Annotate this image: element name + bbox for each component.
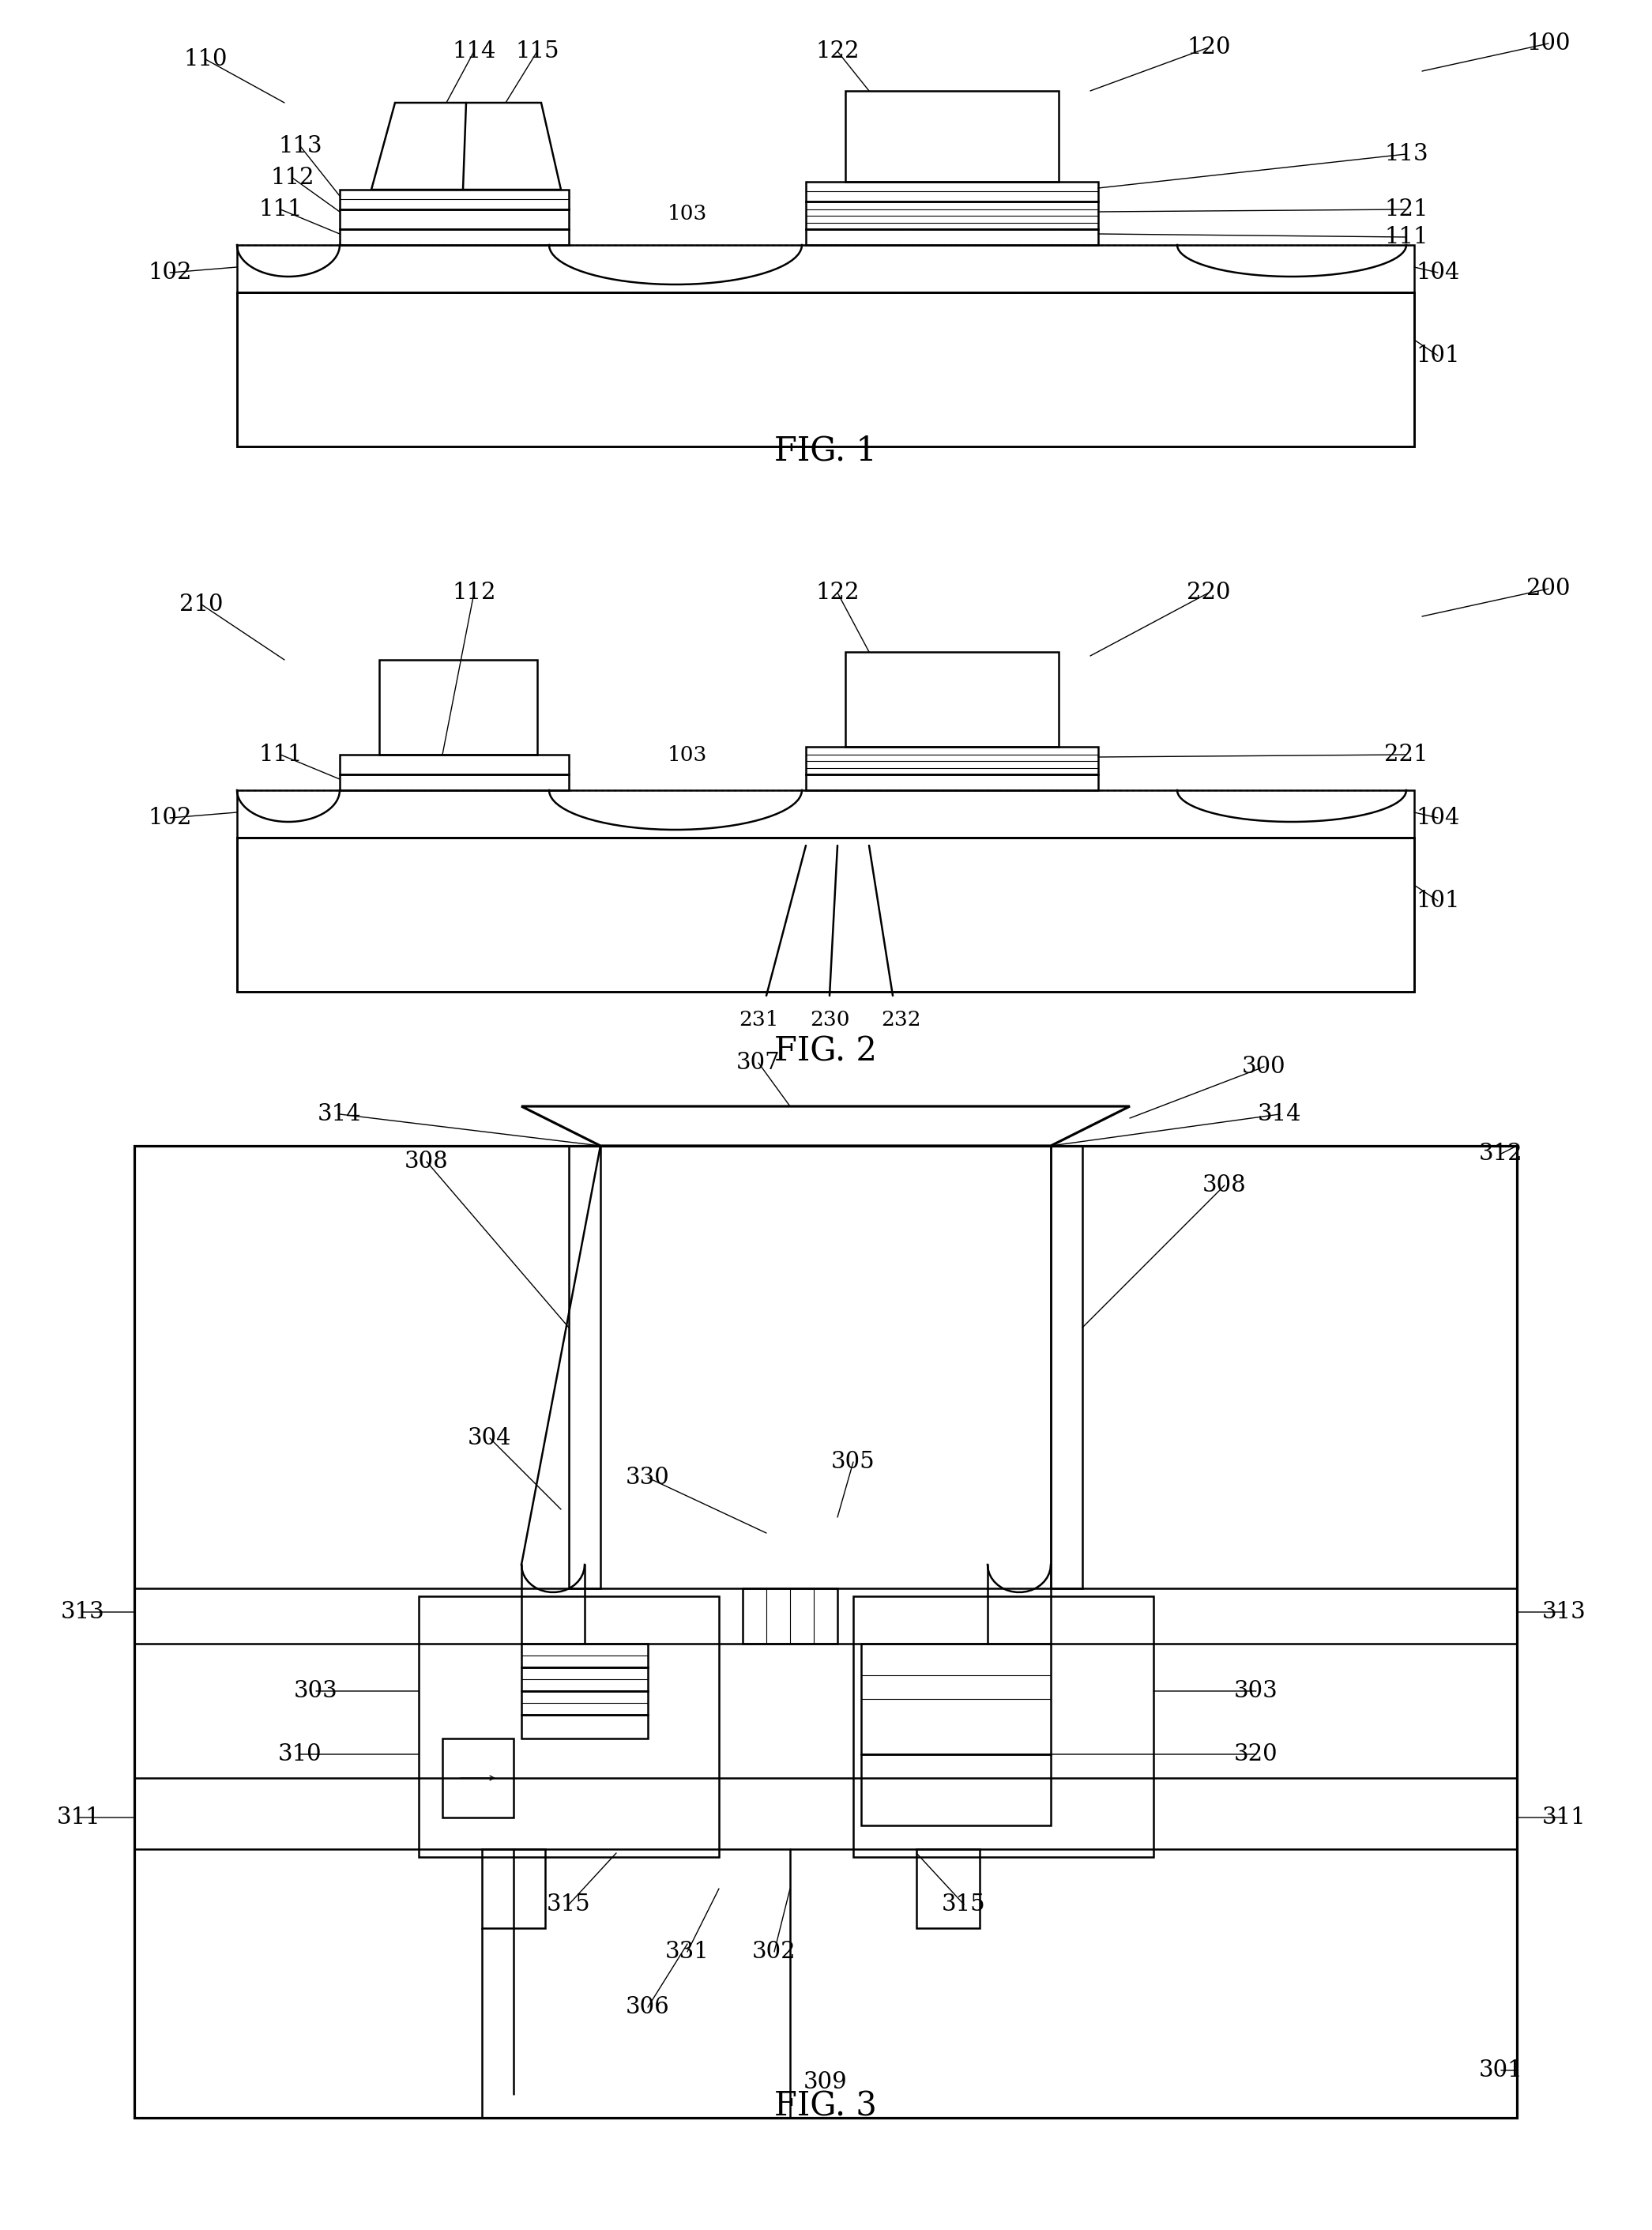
Text: 314: 314 <box>317 1104 362 1126</box>
Text: 113: 113 <box>278 136 322 158</box>
Text: 100: 100 <box>1526 33 1571 54</box>
Text: 200: 200 <box>1526 578 1571 600</box>
Text: 121: 121 <box>1384 198 1429 221</box>
Bar <box>236 245 1414 292</box>
Bar <box>806 230 1099 245</box>
Text: 308: 308 <box>1203 1175 1247 1195</box>
Bar <box>236 838 1414 992</box>
Text: 301: 301 <box>1479 2058 1523 2081</box>
Text: 111: 111 <box>259 743 302 765</box>
Text: 101: 101 <box>1416 890 1460 912</box>
Bar <box>806 747 1099 774</box>
Text: 315: 315 <box>942 1893 986 1916</box>
Text: 303: 303 <box>1234 1679 1279 1701</box>
Text: FIG. 3: FIG. 3 <box>775 2090 877 2123</box>
Bar <box>340 774 568 789</box>
Text: 115: 115 <box>515 40 558 62</box>
Text: 112: 112 <box>271 167 314 190</box>
Bar <box>852 1597 1153 1858</box>
Text: 302: 302 <box>752 1940 796 1962</box>
Bar <box>340 230 568 245</box>
Text: 110: 110 <box>183 49 228 71</box>
Text: 103: 103 <box>667 203 707 223</box>
Bar <box>134 1777 1517 1849</box>
Text: 102: 102 <box>149 261 192 283</box>
Text: 122: 122 <box>816 40 859 62</box>
Text: 220: 220 <box>1186 582 1231 604</box>
Text: 114: 114 <box>453 40 496 62</box>
Text: 314: 314 <box>1257 1104 1302 1126</box>
Bar <box>806 201 1099 230</box>
Text: 300: 300 <box>1242 1055 1285 1077</box>
Text: 308: 308 <box>405 1151 449 1173</box>
Bar <box>236 789 1414 838</box>
Bar <box>806 774 1099 789</box>
Bar <box>743 1588 838 1644</box>
Text: 310: 310 <box>278 1744 322 1766</box>
Text: 104: 104 <box>1416 261 1460 283</box>
Bar <box>806 183 1099 201</box>
Bar <box>482 1849 545 1929</box>
Text: 103: 103 <box>667 745 707 765</box>
Text: 309: 309 <box>803 2072 847 2094</box>
Text: 303: 303 <box>294 1679 339 1701</box>
Text: 112: 112 <box>453 582 496 604</box>
Text: FIG. 1: FIG. 1 <box>775 435 877 466</box>
Text: 221: 221 <box>1384 743 1429 765</box>
Bar <box>134 1588 1517 1644</box>
Text: 311: 311 <box>1543 1806 1586 1829</box>
Text: 231: 231 <box>738 1010 778 1030</box>
Text: 122: 122 <box>816 582 859 604</box>
Text: 230: 230 <box>809 1010 849 1030</box>
Bar <box>340 210 568 230</box>
Text: 232: 232 <box>881 1010 920 1030</box>
Bar <box>522 1715 648 1739</box>
Text: 312: 312 <box>1479 1142 1523 1164</box>
Text: 313: 313 <box>1543 1601 1586 1623</box>
Bar <box>236 292 1414 446</box>
Bar <box>522 1668 648 1690</box>
Text: 320: 320 <box>1234 1744 1279 1766</box>
Bar <box>846 91 1059 183</box>
Text: 101: 101 <box>1416 346 1460 366</box>
Bar <box>917 1849 980 1929</box>
Text: 102: 102 <box>149 807 192 830</box>
Text: 311: 311 <box>58 1806 101 1829</box>
Bar <box>443 1739 514 1817</box>
Text: 313: 313 <box>61 1601 106 1623</box>
Text: 210: 210 <box>180 593 223 615</box>
Bar <box>340 190 568 210</box>
Bar <box>380 660 537 754</box>
Text: 305: 305 <box>831 1452 876 1474</box>
Text: 331: 331 <box>666 1940 709 1962</box>
Bar <box>134 1146 1517 2118</box>
Text: 111: 111 <box>259 198 302 221</box>
Bar <box>846 651 1059 747</box>
Text: 111: 111 <box>1384 225 1429 248</box>
Text: 113: 113 <box>1384 143 1429 165</box>
Text: 330: 330 <box>626 1467 669 1490</box>
Bar <box>340 754 568 774</box>
Text: 120: 120 <box>1186 36 1231 58</box>
Text: 304: 304 <box>468 1427 512 1450</box>
Text: 315: 315 <box>547 1893 591 1916</box>
Bar <box>861 1644 1051 1755</box>
Bar <box>418 1597 719 1858</box>
Text: 306: 306 <box>626 1996 669 2018</box>
Bar <box>522 1644 648 1668</box>
Bar <box>861 1755 1051 1826</box>
Bar <box>522 1690 648 1715</box>
Text: 104: 104 <box>1416 807 1460 830</box>
Text: 307: 307 <box>737 1053 780 1075</box>
Text: FIG. 2: FIG. 2 <box>775 1035 877 1068</box>
